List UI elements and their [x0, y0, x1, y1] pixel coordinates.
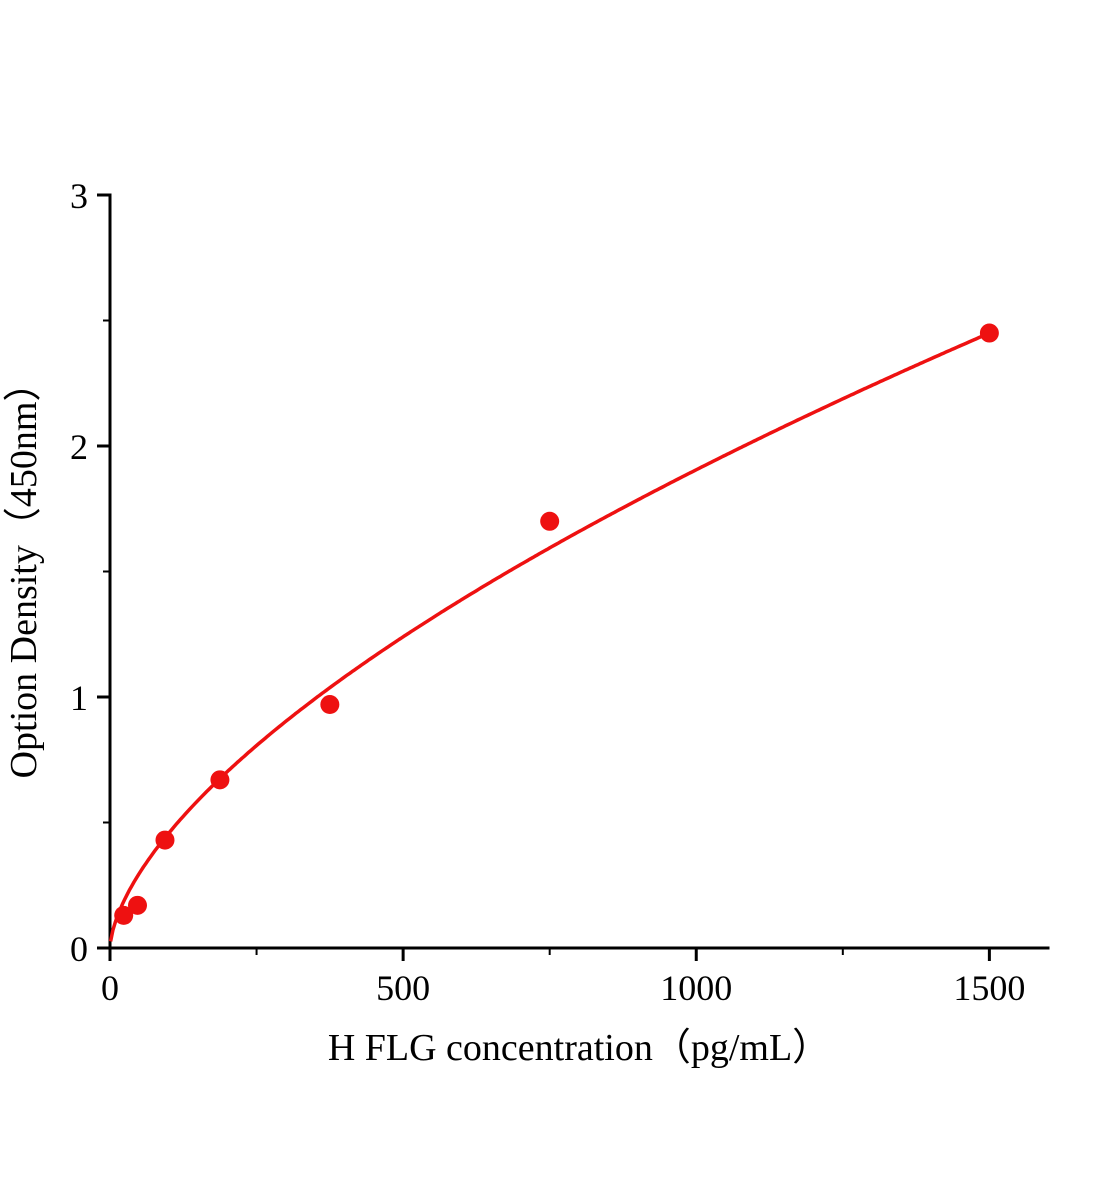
data-point — [114, 905, 134, 925]
data-point — [210, 770, 230, 790]
chart-render-layer: 0 500 1000 1500 0 1 2 3 — [70, 176, 1050, 1008]
y-tick-label: 3 — [70, 176, 88, 216]
data-point — [127, 895, 147, 915]
data-point — [979, 323, 999, 343]
x-axis-title: H FLG concentration（pg/mL） — [328, 1027, 830, 1069]
y-tick-label: 2 — [70, 427, 88, 467]
x-tick-label: 1000 — [660, 968, 732, 1008]
y-axis-title: Option Density（450nm） — [3, 364, 45, 779]
y-tick-label: 0 — [70, 929, 88, 969]
fit-curve — [108, 332, 989, 942]
data-point — [155, 830, 175, 850]
x-tick-label: 0 — [101, 968, 119, 1008]
data-point — [540, 511, 560, 531]
x-tick-label: 1500 — [953, 968, 1025, 1008]
x-tick-label: 500 — [376, 968, 430, 1008]
y-tick-label: 1 — [70, 678, 88, 718]
data-point — [320, 695, 340, 715]
data-points — [114, 323, 999, 925]
